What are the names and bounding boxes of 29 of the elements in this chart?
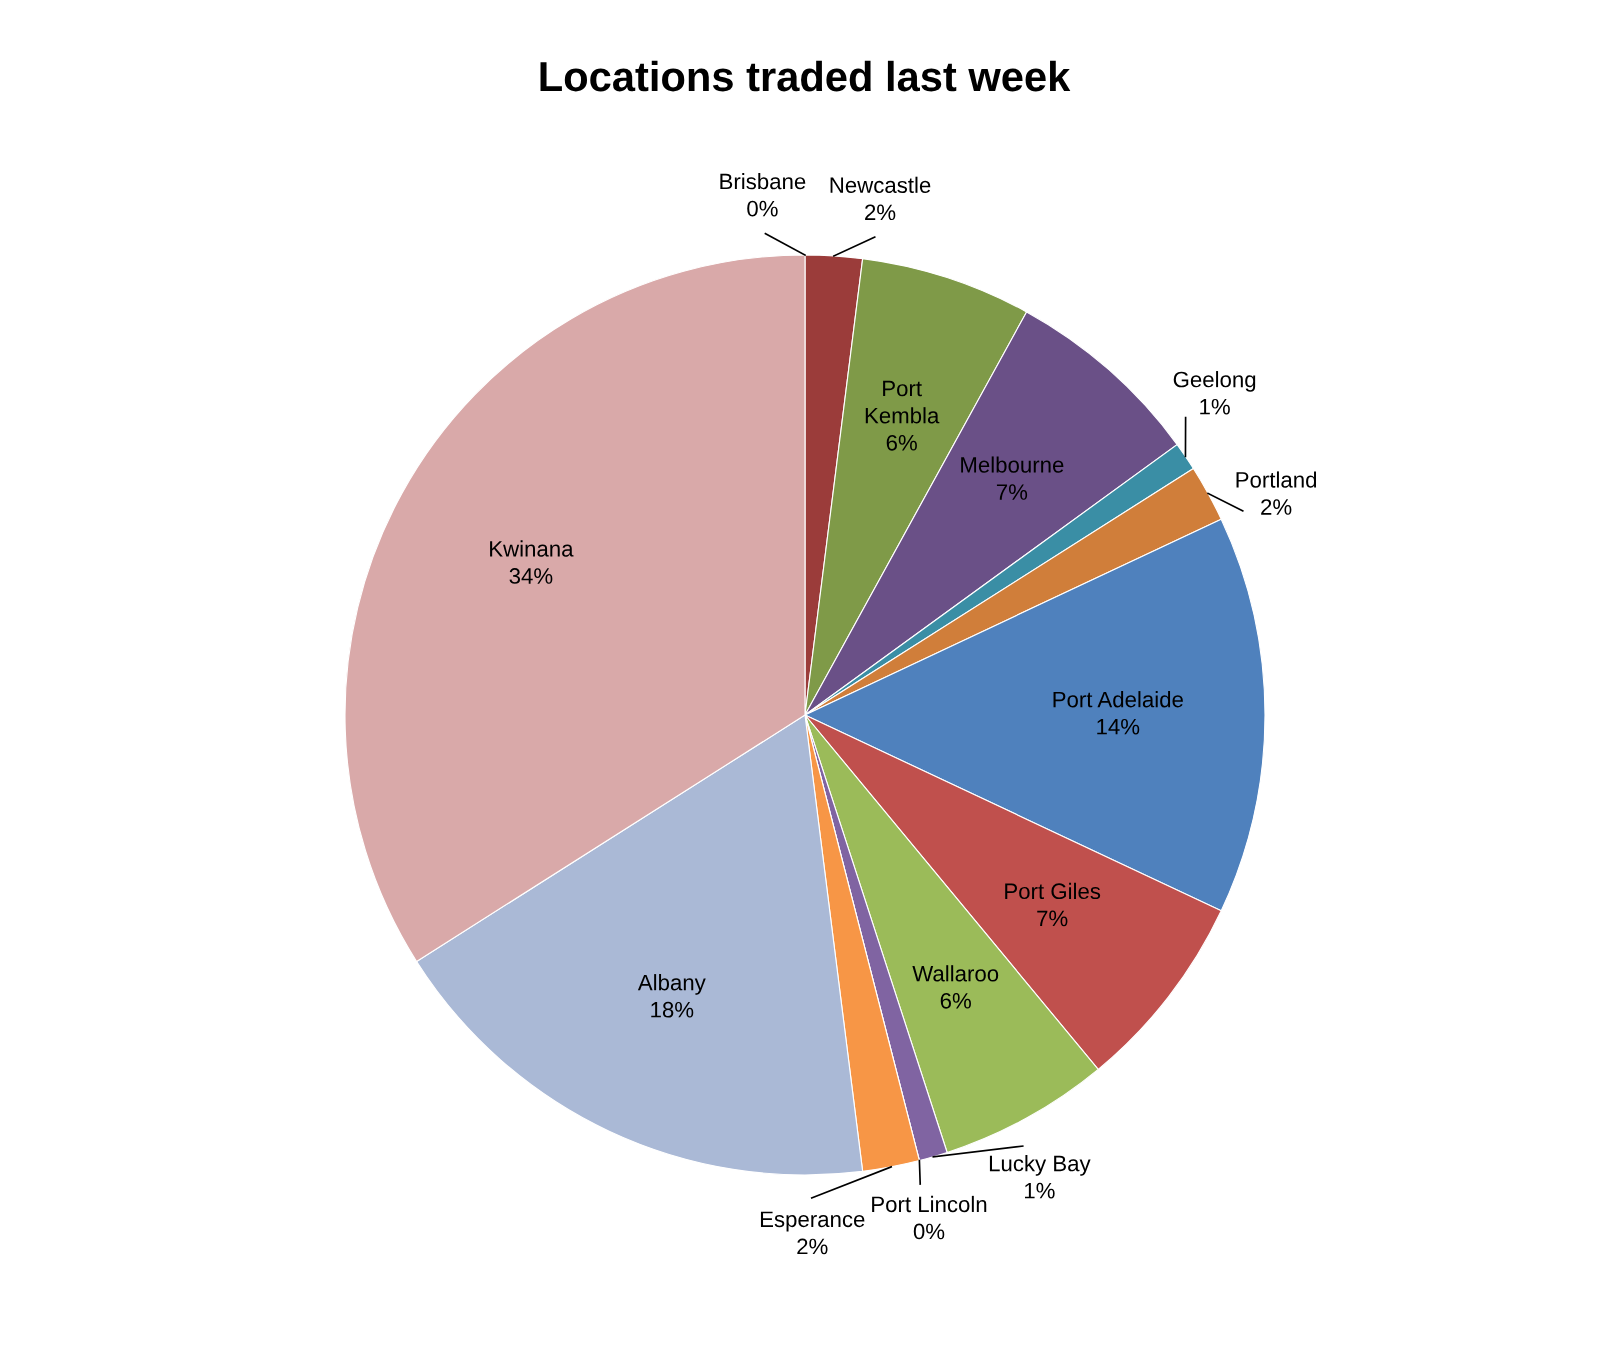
slice-label: Lucky Bay xyxy=(989,1155,1091,1176)
legend-label: Port Lincoln xyxy=(872,1195,987,1213)
data-label: 2% xyxy=(1261,499,1292,515)
chart-title: Locations traded last week xyxy=(540,60,1071,92)
slice-label: Wallaroo xyxy=(912,965,999,982)
data-label: 2% xyxy=(797,1238,828,1255)
slice-label: Port Giles xyxy=(1005,882,1101,900)
data-label: 7% xyxy=(1037,910,1068,927)
slice-label: Kwinana xyxy=(490,540,574,557)
category-label: Brisbane xyxy=(720,173,806,190)
slice-label: Albany xyxy=(637,974,706,995)
slice-label: Port Kembla xyxy=(865,380,940,424)
data-label: 2% xyxy=(865,204,896,221)
slice-label: Melbourne xyxy=(961,456,1064,473)
slice-label: Newcastle xyxy=(830,176,931,194)
data-label: 1% xyxy=(1025,1182,1055,1199)
data-label: 14% xyxy=(1097,718,1140,735)
slice-label: Geelong xyxy=(1173,371,1256,392)
data-label: 6% xyxy=(940,992,971,1009)
text: 0% xyxy=(913,1223,945,1240)
slice-label: Esperance xyxy=(760,1211,865,1232)
data-label: 7% xyxy=(996,484,1028,500)
data-label: 1% xyxy=(1200,398,1230,415)
slice-label: Port Adelaide xyxy=(1053,691,1183,708)
data-label: 18% xyxy=(651,1001,694,1018)
data-label: 34% xyxy=(509,568,553,584)
slice-label: Portland xyxy=(1236,471,1317,488)
data-label: 6% xyxy=(886,434,917,451)
text: 0% xyxy=(747,200,778,217)
